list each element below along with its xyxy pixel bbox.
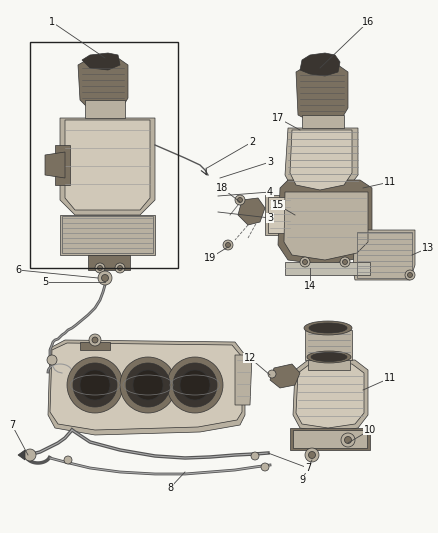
Circle shape (102, 274, 109, 281)
Text: 18: 18 (216, 183, 228, 193)
Text: 7: 7 (9, 420, 15, 430)
Polygon shape (305, 330, 352, 360)
Text: 6: 6 (15, 265, 21, 275)
Polygon shape (293, 430, 367, 448)
Circle shape (235, 195, 245, 205)
Circle shape (251, 452, 259, 460)
Text: 14: 14 (304, 281, 316, 291)
Polygon shape (285, 128, 358, 195)
Polygon shape (80, 342, 110, 350)
Text: 17: 17 (272, 113, 284, 123)
Polygon shape (284, 192, 368, 260)
Text: 5: 5 (42, 277, 48, 287)
Circle shape (92, 337, 98, 343)
Ellipse shape (307, 351, 351, 363)
Polygon shape (308, 358, 350, 370)
Polygon shape (235, 355, 252, 405)
Circle shape (223, 240, 233, 250)
Circle shape (98, 271, 112, 285)
Text: 3: 3 (267, 157, 273, 167)
Circle shape (261, 463, 269, 471)
Text: 8: 8 (167, 483, 173, 493)
Polygon shape (88, 255, 130, 270)
Circle shape (180, 370, 210, 400)
Circle shape (305, 448, 319, 462)
Bar (30, 42, 178, 268)
Polygon shape (293, 360, 368, 433)
Circle shape (345, 437, 352, 443)
Polygon shape (296, 65, 348, 122)
Polygon shape (285, 262, 370, 275)
Text: 4: 4 (267, 187, 273, 197)
Circle shape (308, 451, 315, 458)
Circle shape (126, 363, 170, 407)
Polygon shape (50, 343, 242, 430)
Text: 9: 9 (299, 475, 305, 485)
Circle shape (341, 433, 355, 447)
Polygon shape (85, 100, 125, 118)
Text: 1: 1 (49, 17, 55, 27)
Circle shape (24, 449, 36, 461)
Circle shape (115, 263, 125, 273)
Text: 2: 2 (249, 137, 255, 147)
Ellipse shape (309, 323, 347, 333)
Circle shape (167, 357, 223, 413)
Polygon shape (45, 152, 65, 178)
Circle shape (64, 456, 72, 464)
Circle shape (173, 363, 217, 407)
Polygon shape (238, 198, 265, 225)
Circle shape (120, 357, 176, 413)
Circle shape (47, 355, 57, 365)
Circle shape (89, 334, 101, 346)
Polygon shape (296, 364, 364, 428)
Circle shape (73, 363, 117, 407)
Circle shape (268, 370, 276, 378)
Text: 12: 12 (244, 353, 256, 363)
Circle shape (98, 265, 102, 271)
Circle shape (80, 370, 110, 400)
Text: 11: 11 (384, 177, 396, 187)
Polygon shape (302, 115, 344, 128)
Polygon shape (270, 364, 300, 388)
Text: 13: 13 (422, 243, 434, 253)
Polygon shape (48, 340, 245, 435)
Circle shape (237, 198, 243, 203)
Circle shape (133, 370, 163, 400)
Circle shape (300, 257, 310, 267)
Circle shape (407, 272, 413, 278)
Text: 7: 7 (305, 463, 311, 473)
Circle shape (226, 243, 230, 247)
Ellipse shape (304, 321, 352, 335)
Circle shape (117, 265, 123, 271)
Polygon shape (60, 215, 155, 255)
Polygon shape (265, 195, 295, 235)
Text: 11: 11 (384, 373, 396, 383)
Text: 3: 3 (267, 213, 273, 223)
Text: 19: 19 (204, 253, 216, 263)
Polygon shape (65, 120, 150, 210)
Text: 15: 15 (272, 200, 284, 210)
Polygon shape (82, 53, 120, 70)
Polygon shape (268, 197, 292, 233)
Polygon shape (278, 180, 372, 265)
Circle shape (405, 270, 415, 280)
Polygon shape (300, 53, 340, 76)
Polygon shape (55, 145, 70, 185)
Ellipse shape (311, 352, 347, 361)
Polygon shape (290, 428, 370, 450)
Circle shape (340, 257, 350, 267)
Polygon shape (18, 450, 25, 460)
Circle shape (343, 260, 347, 264)
Polygon shape (78, 58, 128, 110)
Polygon shape (60, 118, 155, 215)
Text: 10: 10 (364, 425, 376, 435)
Circle shape (303, 260, 307, 264)
Polygon shape (290, 130, 352, 190)
Circle shape (95, 263, 105, 273)
Polygon shape (353, 230, 415, 280)
Text: 16: 16 (362, 17, 374, 27)
Circle shape (67, 357, 123, 413)
